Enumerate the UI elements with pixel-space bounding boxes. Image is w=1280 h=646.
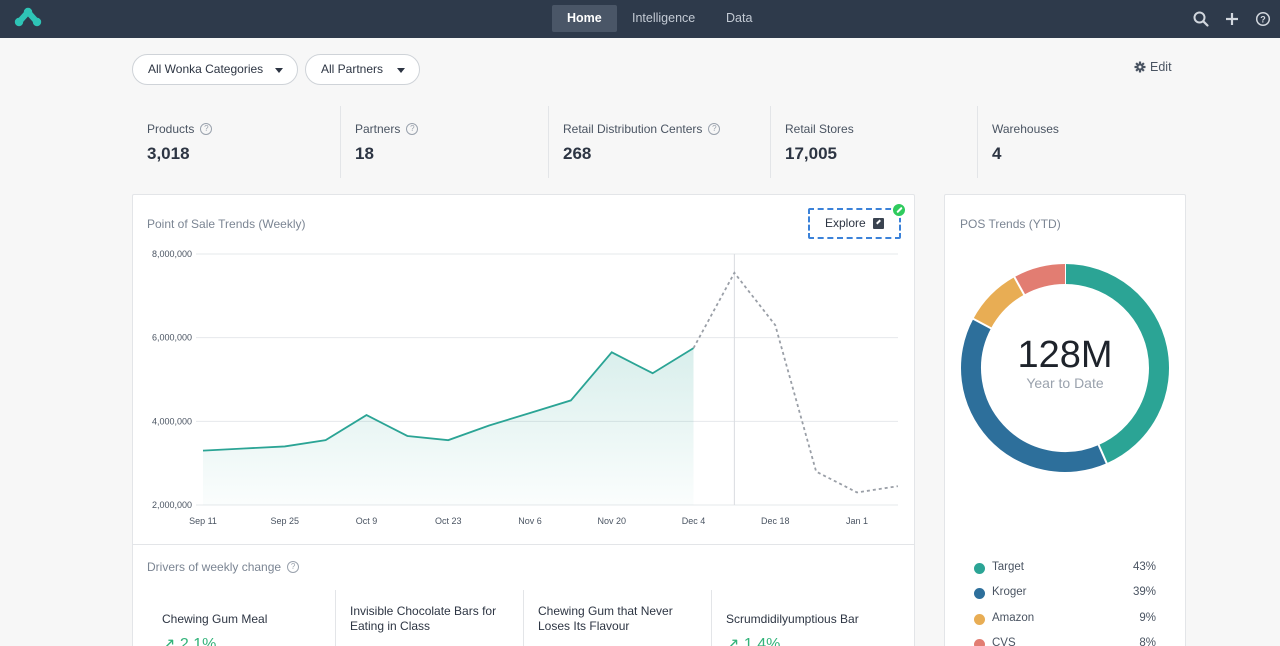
- stat-value: 3,018: [147, 144, 190, 163]
- chevron-down-icon: [397, 68, 405, 73]
- card-section-divider: [133, 544, 914, 545]
- stat-divider: [770, 106, 771, 178]
- stat-label: Warehouses: [992, 122, 1059, 136]
- pos-ytd-donut-chart: [961, 263, 1169, 472]
- legend-percent: 39%: [1132, 586, 1156, 598]
- legend-swatch: [974, 639, 985, 646]
- pos-weekly-card: [132, 194, 915, 646]
- legend-item-amazon[interactable]: Amazon 9%: [974, 612, 1156, 628]
- help-circle-icon[interactable]: ?: [708, 123, 721, 135]
- stat-label: Retail Distribution Centers: [563, 122, 703, 136]
- stat-value: 268: [563, 144, 592, 163]
- stat-divider: [977, 106, 978, 178]
- stat-label: Partners: [355, 122, 401, 136]
- explore-button[interactable]: Explore: [808, 208, 901, 239]
- driver-name: Chewing Gum Meal: [162, 612, 268, 626]
- stat-divider: [340, 106, 341, 178]
- donut-slice-amazon: [973, 277, 1025, 329]
- driver-name: Scrumdidilyumptious Bar: [726, 612, 859, 626]
- pos-weekly-title: Point of Sale Trends (Weekly): [147, 217, 306, 231]
- driver-item[interactable]: Invisible Chocolate Bars for Eating in C…: [350, 590, 538, 646]
- stat-products: Products? 3,018: [147, 106, 327, 178]
- edit-label: Edit: [1150, 60, 1172, 74]
- help-icon[interactable]: ?: [1253, 9, 1273, 29]
- plus-icon[interactable]: [1222, 9, 1242, 29]
- app-logo-icon[interactable]: [14, 7, 42, 27]
- legend-item-cvs[interactable]: CVS 8%: [974, 637, 1156, 646]
- trend-up-icon: ↗: [162, 636, 176, 646]
- donut-slice-cvs: [1014, 264, 1066, 295]
- stat-divider: [548, 106, 549, 178]
- legend-swatch: [974, 614, 985, 625]
- tab-data[interactable]: Data: [726, 11, 753, 25]
- edit-button[interactable]: Edit: [1134, 60, 1172, 74]
- link-icon[interactable]: [891, 202, 907, 218]
- donut-slice-separator: [1097, 443, 1109, 465]
- legend-label: Amazon: [992, 612, 1035, 624]
- external-link-icon: [873, 218, 884, 229]
- legend-label: Kroger: [992, 586, 1027, 598]
- legend-item-kroger[interactable]: Kroger 39%: [974, 586, 1156, 602]
- explore-label: Explore: [825, 216, 866, 230]
- driver-divider: [335, 590, 336, 646]
- legend-percent: 8%: [1139, 637, 1156, 646]
- svg-text:?: ?: [1260, 15, 1266, 25]
- donut-slice-separator: [971, 317, 993, 330]
- stat-warehouses: Warehouses 4: [992, 106, 1172, 178]
- stat-retail-distribution-centers: Retail Distribution Centers? 268: [563, 106, 763, 178]
- driver-change: 2.1%: [179, 636, 217, 646]
- legend-label: Target: [992, 561, 1024, 573]
- category-filter-value: All Wonka Categories: [148, 62, 264, 76]
- legend-label: CVS: [992, 637, 1016, 646]
- stat-partners: Partners? 18: [355, 106, 535, 178]
- help-circle-icon[interactable]: ?: [287, 561, 300, 573]
- driver-divider: [523, 590, 524, 646]
- driver-item[interactable]: Chewing Gum Meal ↗ 2.1%: [162, 590, 350, 646]
- stat-value: 17,005: [785, 144, 837, 163]
- partner-filter-dropdown[interactable]: All Partners: [305, 54, 420, 85]
- legend-swatch: [974, 563, 985, 574]
- tab-intelligence[interactable]: Intelligence: [632, 11, 696, 25]
- donut-slice-target: [1064, 264, 1169, 464]
- donut-center-value: 128M: [1017, 334, 1113, 376]
- donut-slice-kroger: [961, 318, 1107, 472]
- driver-name: Invisible Chocolate Bars for Eating in C…: [350, 604, 497, 633]
- pos-ytd-title: POS Trends (YTD): [960, 217, 1061, 231]
- driver-item[interactable]: Scrumdidilyumptious Bar ↗ 1.4%: [726, 590, 914, 646]
- driver-name: Chewing Gum that Never Loses Its Flavour: [538, 604, 673, 633]
- tab-home[interactable]: Home: [552, 5, 617, 32]
- legend-item-target[interactable]: Target 43%: [974, 561, 1156, 577]
- gear-icon: [1134, 61, 1146, 73]
- help-circle-icon[interactable]: ?: [406, 123, 419, 135]
- driver-divider: [711, 590, 712, 646]
- search-icon[interactable]: [1191, 9, 1211, 29]
- donut-center-label: Year to Date: [1026, 375, 1104, 391]
- legend-percent: 9%: [1139, 612, 1156, 624]
- driver-change: 1.4%: [743, 636, 781, 646]
- category-filter-dropdown[interactable]: All Wonka Categories: [132, 54, 298, 85]
- stat-label: Retail Stores: [785, 122, 854, 136]
- stat-label: Products: [147, 122, 195, 136]
- driver-item[interactable]: Chewing Gum that Never Loses Its Flavour: [538, 590, 726, 646]
- stat-value: 4: [992, 144, 1002, 163]
- partner-filter-value: All Partners: [321, 62, 384, 76]
- trend-up-icon: ↗: [726, 636, 740, 646]
- legend-percent: 43%: [1132, 561, 1156, 573]
- help-circle-icon[interactable]: ?: [200, 123, 213, 135]
- drivers-title: Drivers of weekly change: [147, 560, 282, 574]
- stat-value: 18: [355, 144, 374, 163]
- chevron-down-icon: [275, 68, 283, 73]
- legend-swatch: [974, 588, 985, 599]
- donut-slice-separator: [1013, 275, 1026, 296]
- stat-retail-stores: Retail Stores 17,005: [785, 106, 965, 178]
- top-navigation-bar: Home Intelligence Data ?: [0, 0, 1280, 38]
